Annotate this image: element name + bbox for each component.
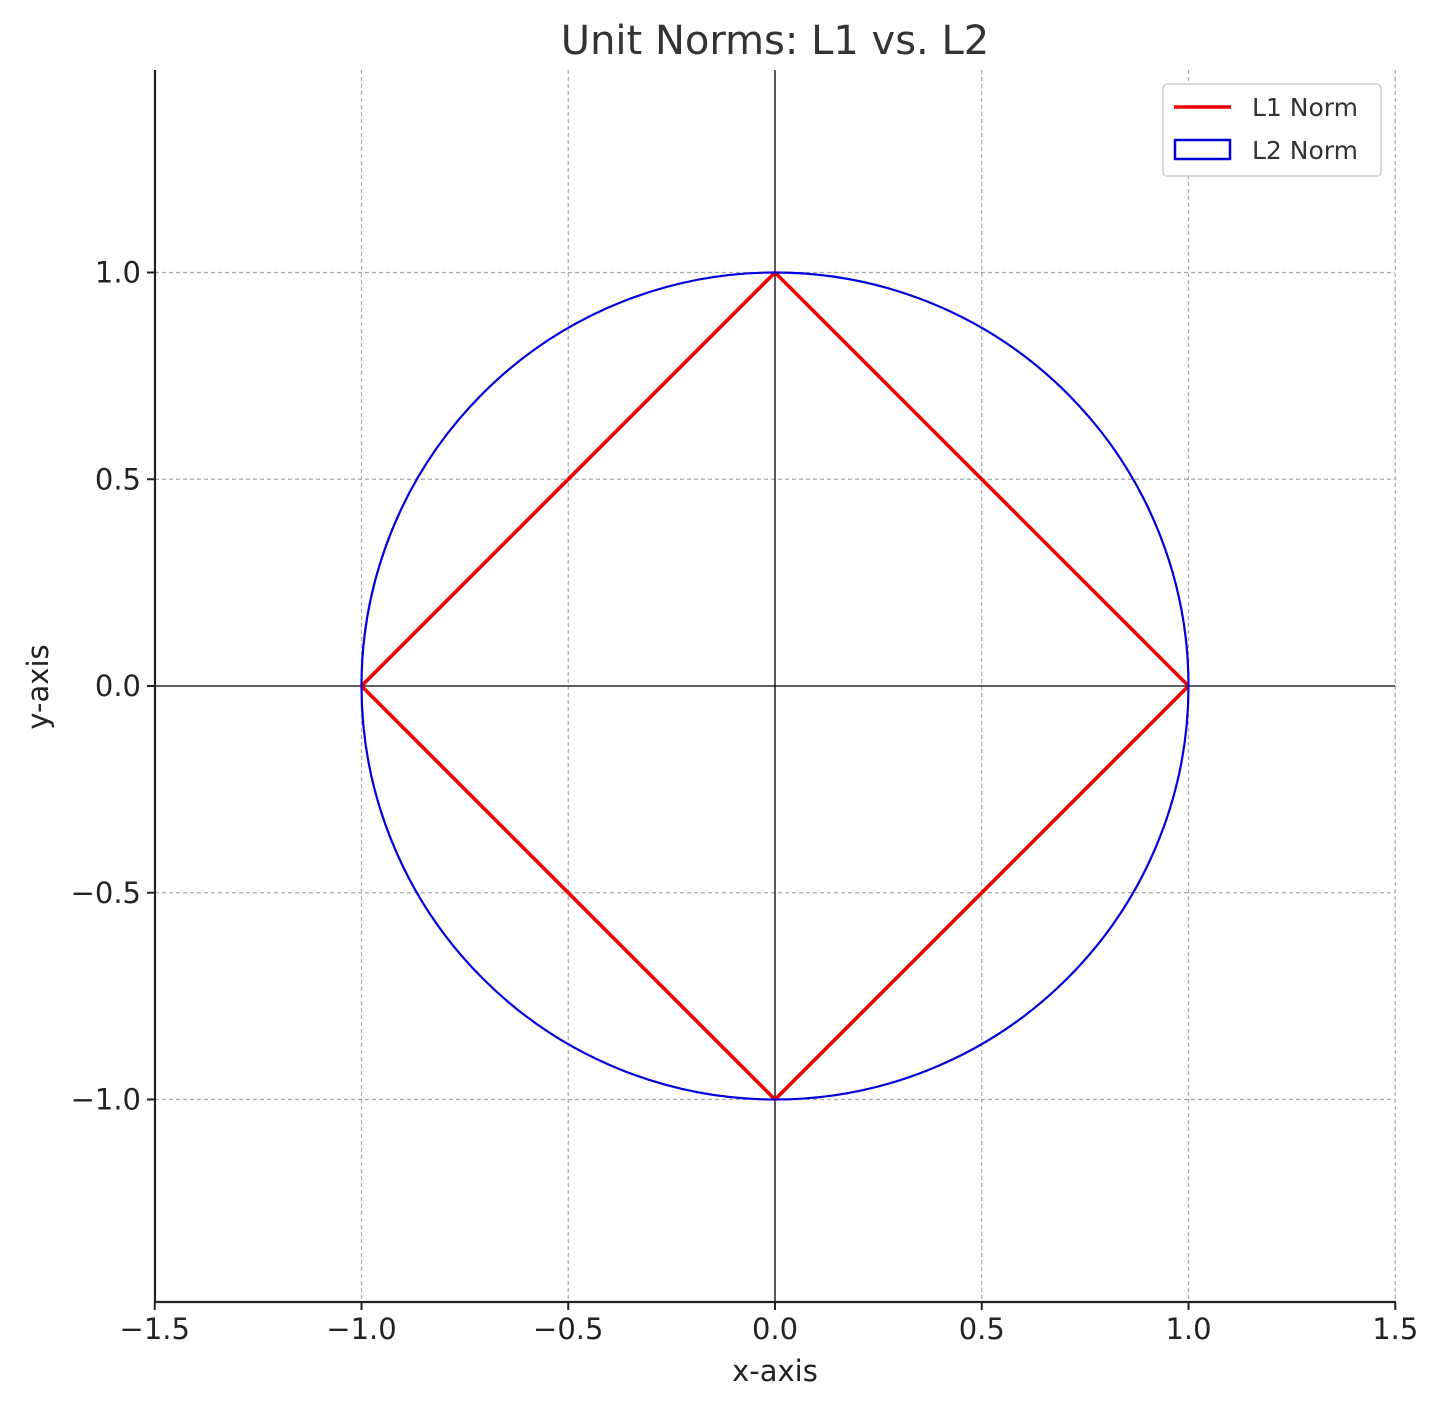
y-axis-title: y-axis [21, 644, 55, 729]
y-tick-label: −0.5 [71, 876, 141, 910]
x-tick-label: 0.0 [752, 1312, 798, 1346]
legend-label-l1-norm: L1 Norm [1252, 93, 1358, 122]
x-tick-label: −0.5 [533, 1312, 603, 1346]
x-tick-label: 1.5 [1372, 1312, 1418, 1346]
y-tick-label: 1.0 [95, 256, 141, 290]
x-axis-title: x-axis [732, 1354, 818, 1388]
x-tick-label: −1.5 [120, 1312, 190, 1346]
zero-lines [155, 70, 1395, 1302]
legend-label-l2-norm: L2 Norm [1252, 136, 1358, 165]
legend: L1 Norm L2 Norm [1162, 83, 1382, 177]
x-tick-label: 1.0 [1165, 1312, 1211, 1346]
ticks: −1.5 −1.0 −0.5 0.0 0.5 1.0 1.5 −1.0 −0.5 0.0 0.5 1.… [71, 256, 1419, 1347]
y-tick-label: 0.0 [95, 669, 141, 703]
y-tick-label: 0.5 [95, 462, 141, 496]
series-layer [358, 269, 1190, 1103]
series-l2-norm [360, 271, 1190, 1101]
chart-title: Unit Norms: L1 vs. L2 [561, 18, 989, 64]
x-tick-label: 0.5 [959, 1312, 1005, 1346]
x-tick-label: −1.0 [326, 1312, 396, 1346]
y-tick-label: −1.0 [71, 1083, 141, 1117]
legend-swatch-l2-norm [1173, 138, 1232, 161]
